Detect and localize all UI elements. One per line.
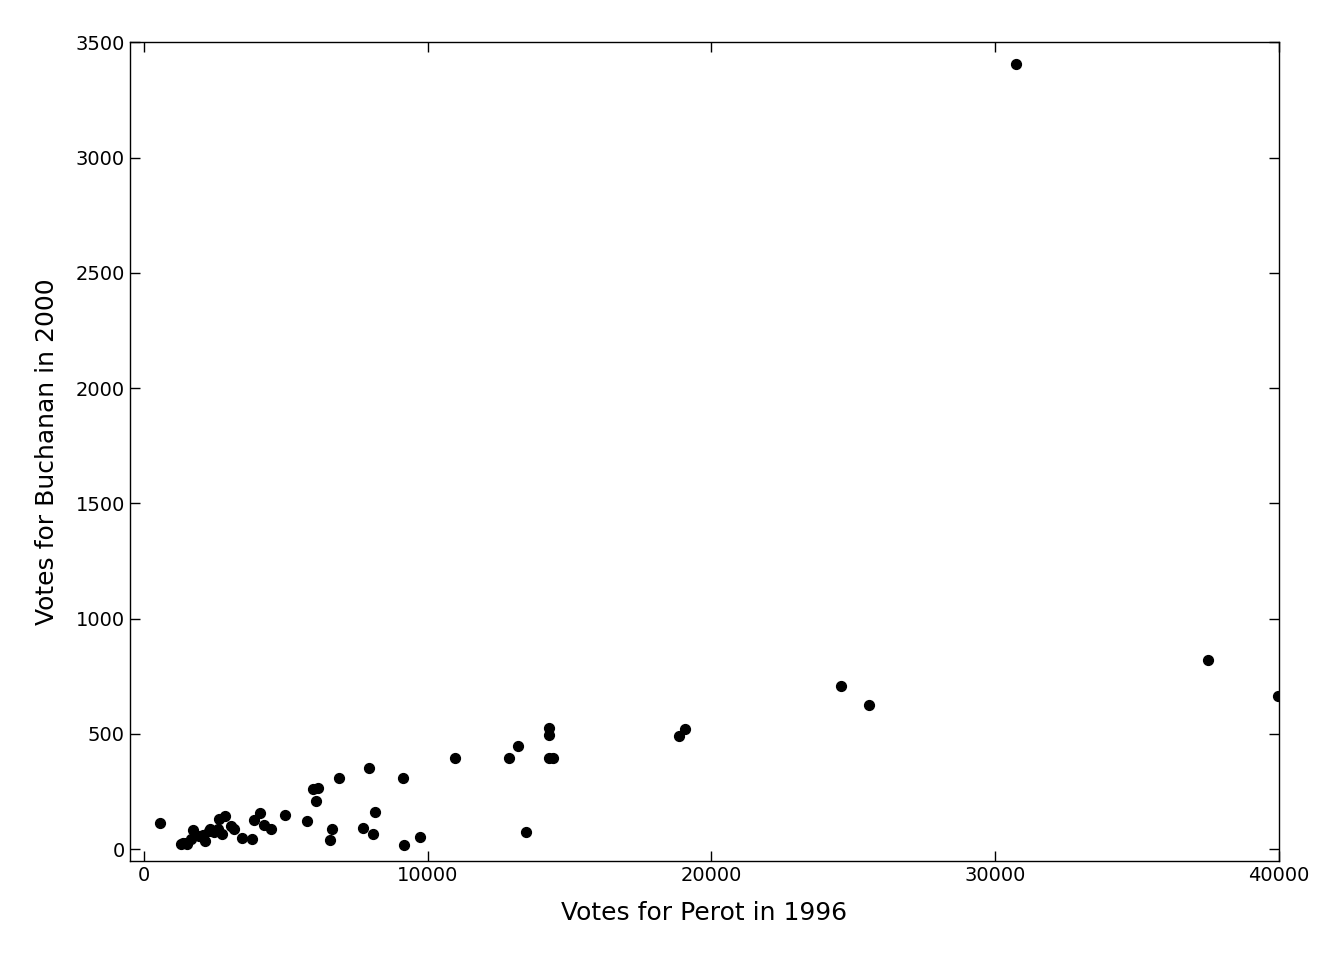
Point [169,836,191,852]
Point [242,831,263,847]
Point [223,821,245,836]
Point [352,821,374,836]
Point [321,821,343,836]
Point [305,793,327,808]
Point [320,832,341,848]
Point [499,750,520,765]
Point [508,738,530,754]
Point [274,807,296,823]
Point [215,808,237,824]
Point [207,821,228,836]
Point [181,822,203,837]
Point [192,828,214,843]
Point [308,780,329,796]
Point [538,721,559,736]
Point [208,812,230,828]
Point [1198,652,1219,667]
Point [180,831,202,847]
Point [243,812,265,828]
Point [1267,688,1289,704]
Point [364,804,386,820]
Point [302,781,324,797]
Point [675,721,696,736]
Point [362,827,383,842]
Point [199,821,220,836]
Point [211,827,233,842]
Point [444,751,465,766]
Point [149,816,171,831]
Point [176,836,198,852]
Point [328,770,349,785]
Point [297,813,319,828]
Point [261,821,282,836]
Point [1005,56,1027,71]
Point [172,835,194,851]
Point [194,833,215,849]
X-axis label: Votes for Perot in 1996: Votes for Perot in 1996 [560,901,847,925]
Point [358,760,379,776]
Point [859,698,880,713]
Point [409,828,430,844]
Point [188,828,210,844]
Point [538,751,559,766]
Point [220,818,242,833]
Point [203,825,224,840]
Point [250,805,271,821]
Y-axis label: Votes for Buchanan in 2000: Votes for Buchanan in 2000 [35,278,59,625]
Point [231,830,253,846]
Point [253,818,274,833]
Point [392,770,414,785]
Point [831,679,852,694]
Point [542,750,563,765]
Point [176,835,198,851]
Point [515,825,536,840]
Point [392,837,414,852]
Point [198,824,219,839]
Point [668,728,689,743]
Point [538,728,559,743]
